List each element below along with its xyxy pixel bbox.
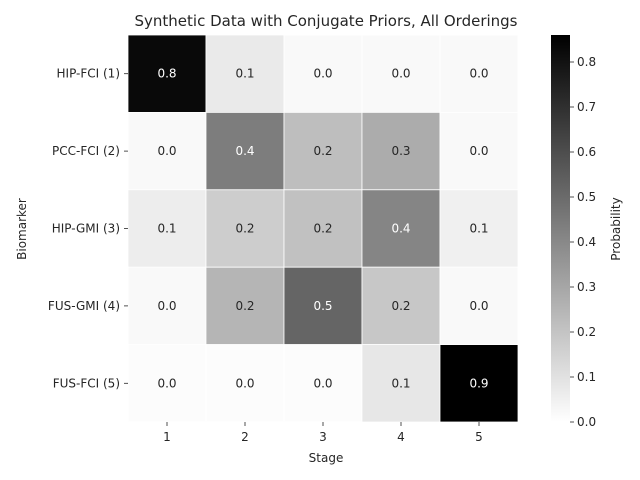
heatmap-cell: [361, 34, 441, 113]
heatmap-cell: [439, 189, 519, 268]
heatmap-cell: [283, 189, 363, 268]
y-axis: HIP-FCI (1) PCC-FCI (2) HIP-GMI (3) FUS-GMI…: [48, 67, 128, 390]
cell-value-label: 0.0: [157, 144, 176, 158]
colorbar-tick-label: 0.7: [577, 100, 596, 114]
heatmap-cell: [439, 112, 519, 191]
cell-value-label: 0.0: [391, 67, 410, 81]
heatmap-cells: 0.8 0.1 0.0 0.0 0.0 0.0 0.4 0.2 0.3 0.0 0.1 0.2 0.2 0…: [127, 34, 519, 423]
x-axis: 1 2 3 4 5: [163, 422, 483, 444]
heatmap-cell: [361, 189, 441, 268]
heatmap-cell: [205, 189, 285, 268]
heatmap-cell: [439, 34, 519, 113]
cell-value-label: 0.4: [391, 222, 410, 236]
cell-value-label: 0.4: [235, 144, 254, 158]
colorbar-ticks: 0.0 0.1 0.2 0.3 0.4 0.5 0.6 0.7 0.8: [570, 55, 596, 429]
colorbar-tick-label: 0.6: [577, 145, 596, 159]
cell-value-label: 0.1: [391, 376, 410, 390]
heatmap-cell: [205, 34, 285, 113]
cell-value-label: 0.0: [235, 376, 254, 390]
heatmap-cell: [205, 266, 285, 346]
cell-value-label: 0.0: [469, 144, 488, 158]
heatmap-cell: [205, 344, 285, 423]
x-tick-label: 4: [397, 430, 405, 444]
colorbar-tick-label: 0.4: [577, 235, 596, 249]
heatmap-cell: [283, 344, 363, 423]
colorbar-tick-label: 0.0: [577, 415, 596, 429]
cell-value-label: 0.2: [235, 299, 254, 313]
cell-value-label: 0.2: [313, 222, 332, 236]
y-tick-label: HIP-FCI (1): [57, 67, 121, 81]
cell-value-label: 0.1: [469, 222, 488, 236]
heatmap-cell: [361, 266, 441, 346]
x-axis-label: Stage: [309, 451, 344, 465]
x-tick-label: 2: [241, 430, 249, 444]
colorbar-tick-label: 0.5: [577, 190, 596, 204]
cell-value-label: 0.0: [469, 299, 488, 313]
colorbar-tick-label: 0.2: [577, 325, 596, 339]
cell-value-label: 0.0: [469, 67, 488, 81]
cell-value-label: 0.0: [157, 376, 176, 390]
cell-value-label: 0.1: [235, 67, 254, 81]
heatmap-cell: [127, 34, 207, 113]
y-axis-label: Biomarker: [15, 198, 29, 260]
cell-value-label: 0.2: [235, 222, 254, 236]
heatmap-cell: [127, 344, 207, 423]
x-tick-label: 3: [319, 430, 327, 444]
heatmap-cell: [283, 112, 363, 191]
y-tick-label: FUS-FCI (5): [53, 376, 120, 390]
cell-value-label: 0.1: [157, 222, 176, 236]
y-tick-label: HIP-GMI (3): [52, 222, 120, 236]
y-tick-label: FUS-GMI (4): [48, 299, 120, 313]
heatmap-cell: [127, 112, 207, 191]
chart-title: Synthetic Data with Conjugate Priors, Al…: [135, 12, 518, 30]
cell-value-label: 0.8: [157, 67, 176, 81]
y-tick-label: PCC-FCI (2): [52, 144, 120, 158]
cell-value-label: 0.2: [391, 299, 410, 313]
colorbar-tick-label: 0.3: [577, 280, 596, 294]
heatmap-cell: [283, 266, 363, 346]
cell-value-label: 0.5: [313, 299, 332, 313]
x-tick-label: 5: [475, 430, 483, 444]
cell-value-label: 0.0: [313, 376, 332, 390]
x-tick-label: 1: [163, 430, 171, 444]
heatmap-cell: [283, 34, 363, 113]
heatmap-cell: [439, 266, 519, 346]
colorbar-tick-label: 0.1: [577, 370, 596, 384]
heatmap-cell: [439, 344, 519, 423]
colorbar-label: Probability: [609, 197, 623, 260]
cell-value-label: 0.0: [313, 67, 332, 81]
cell-value-label: 0.9: [469, 376, 488, 390]
colorbar-tick-label: 0.8: [577, 55, 596, 69]
cell-value-label: 0.3: [391, 144, 410, 158]
cell-value-label: 0.2: [313, 144, 332, 158]
colorbar: [551, 35, 570, 422]
cell-value-label: 0.0: [157, 299, 176, 313]
